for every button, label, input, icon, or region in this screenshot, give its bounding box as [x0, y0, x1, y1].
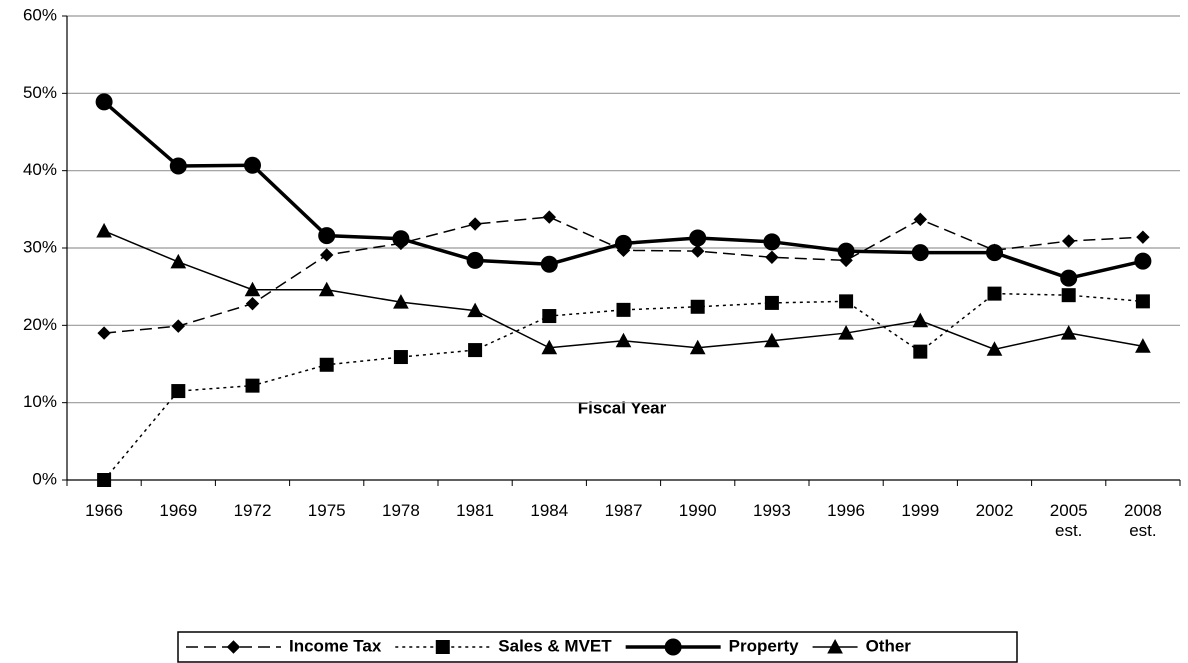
marker — [467, 302, 483, 318]
marker — [95, 93, 113, 111]
marker — [244, 281, 261, 297]
marker — [615, 234, 632, 252]
y-tick-label: 0% — [32, 469, 57, 488]
x-tick-label: 1969 — [159, 501, 197, 520]
marker — [468, 217, 482, 231]
legend-box — [177, 631, 1018, 663]
y-tick-label: 30% — [23, 237, 57, 256]
marker — [244, 156, 261, 174]
x-tick-label: 1987 — [605, 501, 643, 520]
marker — [319, 357, 334, 372]
legend-marker — [435, 640, 450, 654]
x-axis-label: Fiscal Year — [578, 398, 667, 417]
series-line — [103, 292, 1143, 481]
marker — [1134, 252, 1152, 270]
marker — [1135, 294, 1150, 309]
x-tick-label: 1993 — [753, 501, 791, 520]
marker — [1060, 325, 1077, 340]
marker — [911, 244, 929, 262]
x-tick-label: 1966 — [85, 501, 123, 520]
y-tick-label: 10% — [23, 392, 57, 411]
marker — [764, 332, 780, 348]
x-tick-label: 2002 — [976, 501, 1014, 520]
marker — [615, 332, 632, 348]
marker — [171, 319, 186, 333]
legend-label: Income Tax — [289, 636, 382, 655]
marker — [171, 384, 186, 399]
marker — [912, 312, 929, 328]
marker — [542, 309, 557, 324]
y-tick-label: 60% — [23, 5, 57, 24]
marker — [169, 157, 187, 175]
marker — [97, 473, 112, 487]
marker — [393, 294, 409, 309]
marker — [540, 255, 558, 273]
marker — [245, 378, 260, 393]
marker — [689, 229, 707, 247]
marker — [468, 343, 483, 358]
x-tick-label: 1975 — [308, 501, 346, 520]
marker — [616, 302, 631, 317]
marker — [170, 253, 187, 269]
marker — [987, 286, 1002, 301]
marker — [763, 233, 781, 251]
x-tick-label: 1984 — [530, 501, 568, 520]
x-tick-label: 2008 est. — [1124, 501, 1162, 540]
x-tick-label: 1981 — [456, 501, 494, 520]
marker — [1060, 269, 1078, 287]
marker — [839, 294, 854, 309]
marker — [319, 248, 334, 262]
marker — [689, 339, 706, 355]
legend-marker — [664, 638, 682, 656]
x-tick-label: 1996 — [827, 501, 865, 520]
marker — [318, 227, 336, 245]
x-tick-label: 1972 — [234, 501, 272, 520]
marker — [541, 339, 558, 355]
legend-marker — [226, 640, 241, 654]
marker — [96, 222, 112, 238]
marker — [764, 295, 779, 310]
y-tick-label: 40% — [23, 160, 57, 179]
marker — [393, 350, 408, 365]
marker — [986, 341, 1003, 356]
y-tick-label: 50% — [23, 83, 57, 102]
marker — [765, 250, 779, 264]
legend-label: Other — [866, 636, 912, 655]
marker — [466, 251, 484, 269]
x-tick-label: 2005 est. — [1050, 501, 1088, 540]
marker — [318, 281, 335, 297]
marker — [1061, 234, 1076, 248]
y-tick-label: 20% — [23, 315, 57, 334]
x-tick-label: 1999 — [901, 501, 939, 520]
marker — [838, 325, 854, 340]
marker — [245, 296, 260, 311]
marker — [986, 244, 1003, 262]
marker — [690, 299, 705, 314]
marker — [690, 244, 705, 258]
marker — [913, 344, 928, 359]
x-tick-label: 1978 — [382, 501, 420, 520]
marker — [913, 212, 928, 227]
marker — [542, 210, 557, 224]
legend-label: Property — [729, 636, 799, 655]
x-tick-label: 1990 — [679, 501, 717, 520]
marker — [837, 242, 855, 260]
legend-label: Sales & MVET — [498, 636, 612, 655]
legend-marker — [827, 638, 843, 654]
marker — [392, 230, 410, 248]
marker — [1135, 338, 1151, 353]
marker — [1136, 230, 1150, 244]
marker — [97, 326, 111, 340]
marker — [1061, 288, 1076, 303]
